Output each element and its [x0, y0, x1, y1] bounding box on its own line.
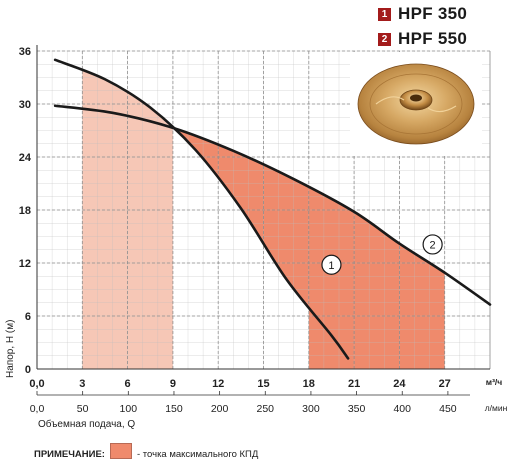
note-label: ПРИМЕЧАНИЕ: — [34, 449, 105, 460]
y-tick-12: 12 — [19, 258, 31, 270]
x-tick-2: 6 — [125, 378, 131, 390]
y-tick-6: 6 — [25, 311, 31, 323]
series-2-badge — [422, 234, 443, 255]
y-axis-title: Напор, H (м) — [5, 320, 16, 378]
x2-tick-8: 400 — [393, 403, 411, 415]
x-tick-0: 0,0 — [29, 378, 44, 390]
x-tick-4: 12 — [212, 378, 224, 390]
x2-tick-2: 100 — [120, 403, 138, 415]
y-tick-36: 36 — [19, 46, 31, 58]
legend-label-hpf350: HPF 350 — [398, 4, 468, 23]
x-tick-7: 21 — [348, 378, 360, 390]
legend-badge-2: 2 — [378, 33, 391, 46]
x2-tick-0: 0,0 — [30, 403, 45, 415]
x-axis-title: Объемная подача, Q — [38, 418, 135, 430]
series-1-line — [53, 58, 350, 360]
series-2-label: 2 — [430, 239, 436, 251]
brass-impeller-image — [350, 52, 482, 156]
y-tick-24: 24 — [19, 152, 32, 164]
series-1-label: 1 — [328, 260, 334, 272]
y-tick-18: 18 — [19, 205, 31, 217]
x2-tick-4: 200 — [211, 403, 229, 415]
x-tick-5: 15 — [257, 378, 269, 390]
legend-badge-1: 1 — [378, 8, 391, 21]
y-tick-0: 0 — [25, 364, 31, 376]
x2-tick-9: 450 — [439, 403, 457, 415]
x-tick-1: 3 — [79, 378, 85, 390]
x-tick-8: 24 — [393, 378, 406, 390]
legend-label-hpf550: HPF 550 — [398, 29, 468, 48]
x2-tick-6: 300 — [302, 403, 320, 415]
x-tick-9: 27 — [439, 378, 451, 390]
note-text: - точка максимального КПД — [137, 449, 259, 460]
series-1-badge — [321, 254, 342, 275]
x2-tick-1: 50 — [77, 403, 89, 415]
x2-tick-7: 350 — [348, 403, 366, 415]
x2-tick-5: 250 — [257, 403, 275, 415]
x-unit-primary: м³/ч — [486, 377, 502, 387]
x2-tick-3: 150 — [165, 403, 183, 415]
x-tick-6: 18 — [303, 378, 315, 390]
pump-curves: 12 — [53, 58, 492, 360]
max-efficiency-swatch — [110, 443, 132, 459]
series-2-line — [53, 104, 492, 306]
x-unit-secondary: л/мин — [485, 403, 508, 413]
y-tick-30: 30 — [19, 99, 31, 111]
x-tick-3: 9 — [170, 378, 176, 390]
